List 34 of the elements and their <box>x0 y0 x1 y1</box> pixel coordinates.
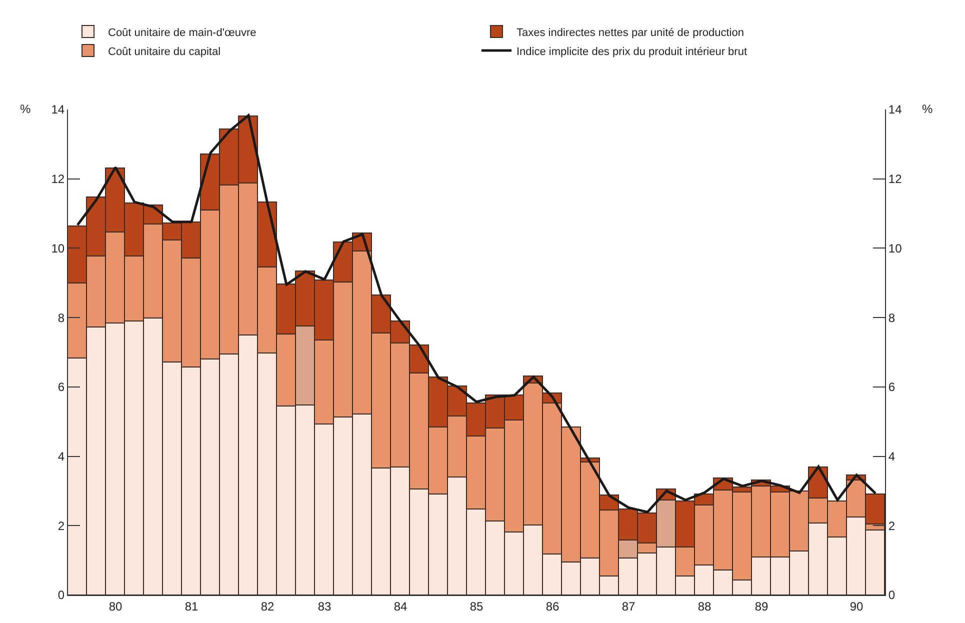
y2-tick-label: 8 <box>888 310 896 325</box>
x-tick-label: 88 <box>698 599 712 614</box>
y-tick-label: 8 <box>58 310 65 325</box>
y-tick-label: 14 <box>51 102 65 117</box>
y2-tick-label: 0 <box>888 588 896 602</box>
y-tick-label: 6 <box>58 380 65 394</box>
x-tick-label: 83 <box>318 599 332 614</box>
y2-axis-title: % <box>922 102 933 116</box>
x-tick-label: 89 <box>754 599 768 614</box>
y-tick-label: 4 <box>58 449 65 464</box>
y-axis-title: % <box>20 102 31 116</box>
x-tick-label: 81 <box>184 599 198 614</box>
y-tick-label: 2 <box>58 518 65 533</box>
y2-tick-label: 12 <box>888 172 902 186</box>
line-series <box>76 114 877 514</box>
y-tick-label: 12 <box>51 172 65 186</box>
legend-label: Indice implicite des prix du produit intérieur brut <box>516 46 748 58</box>
y2-tick-label: 6 <box>888 380 896 394</box>
x-tick-label: 90 <box>850 599 864 614</box>
y2-tick-label: 2 <box>888 518 896 533</box>
legend-label: Coût unitaire de main-d'œuvre <box>108 26 256 39</box>
x-tick-label: 87 <box>622 599 636 614</box>
x-tick-label: 85 <box>470 599 484 614</box>
x-tick-label: 82 <box>260 599 274 614</box>
y2-tick-label: 10 <box>888 241 902 256</box>
y2-tick-label: 4 <box>888 449 896 464</box>
x-tick-label: 86 <box>546 599 560 614</box>
x-tick-label: 84 <box>394 599 408 614</box>
y2-tick-label: 14 <box>888 102 902 117</box>
legend-label: Coût unitaire du capital <box>108 46 221 58</box>
y-tick-label: 10 <box>51 241 65 256</box>
legend-label: Taxes indirectes nettes par unité de production <box>516 26 744 39</box>
y-tick-label: 0 <box>58 588 65 602</box>
x-tick-label: 80 <box>108 599 122 614</box>
